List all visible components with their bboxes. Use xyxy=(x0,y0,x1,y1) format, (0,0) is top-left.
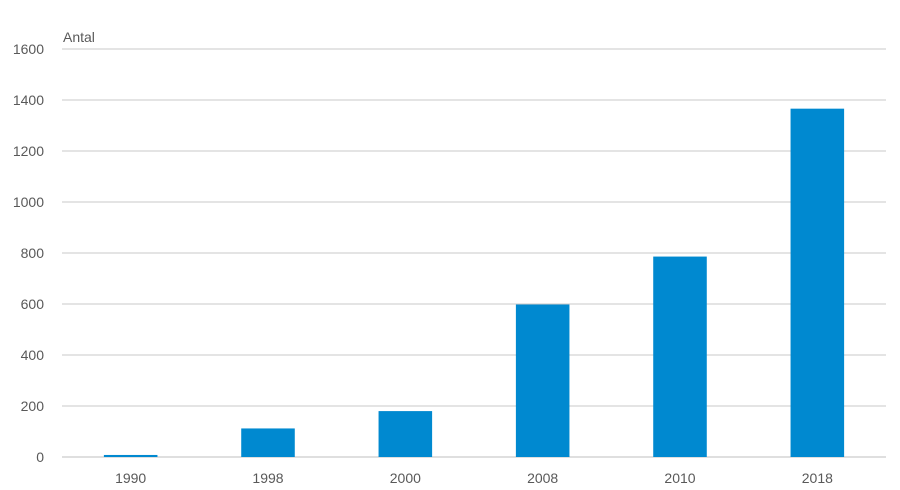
y-tick-label: 400 xyxy=(21,347,45,363)
x-tick-label: 1998 xyxy=(252,470,283,486)
bar-1998 xyxy=(241,428,295,457)
x-tick-label: 2000 xyxy=(390,470,421,486)
bar-2018 xyxy=(790,108,845,458)
bar-2000 xyxy=(378,411,433,457)
y-tick-label: 200 xyxy=(21,398,45,414)
gridlines xyxy=(62,48,886,458)
bar-1990 xyxy=(103,454,158,457)
y-axis-title: Antal xyxy=(63,29,95,45)
y-tick-label: 1200 xyxy=(13,143,44,159)
x-tick-label: 2008 xyxy=(527,470,558,486)
x-tick-label: 2010 xyxy=(664,470,695,486)
bar-2008 xyxy=(515,304,570,457)
y-tick-label: 800 xyxy=(21,245,45,261)
x-tick-label: 1990 xyxy=(115,470,146,486)
bars xyxy=(103,108,845,458)
y-tick-label: 600 xyxy=(21,296,45,312)
y-tick-label: 1600 xyxy=(13,41,44,57)
bar-2010 xyxy=(653,256,707,457)
y-axis-ticks: 0 200 400 600 800 1000 1200 1400 1600 xyxy=(13,41,44,465)
y-tick-label: 1400 xyxy=(13,92,44,108)
x-tick-label: 2018 xyxy=(802,470,833,486)
y-tick-label: 0 xyxy=(36,449,44,465)
x-axis-ticks: 1990 1998 2000 2008 2010 2018 xyxy=(115,470,833,486)
y-tick-label: 1000 xyxy=(13,194,44,210)
